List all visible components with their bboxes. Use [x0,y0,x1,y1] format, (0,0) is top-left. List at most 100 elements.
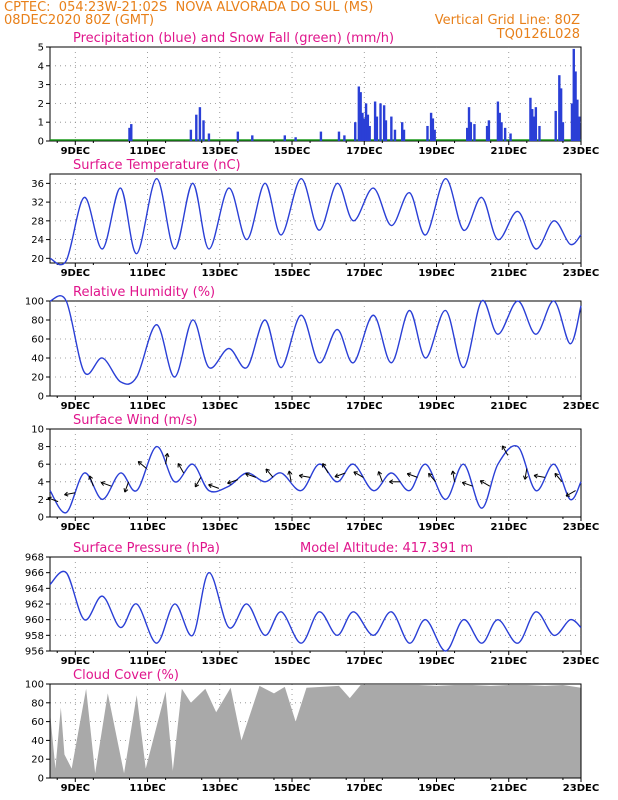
y-tick-label: 3 [38,80,44,91]
y-tick-label: 60 [31,717,44,728]
precip-bar [534,107,538,141]
y-tick-label: 60 [31,335,44,346]
precip-bar [529,97,532,141]
wind-arrow-head [389,479,394,483]
x-tick-label: 23DEC [563,401,599,412]
x-tick-label: 9DEC [61,268,90,279]
precip-bar [189,129,193,141]
wind-arrow-head [47,497,51,502]
precip-bar [559,88,563,141]
wind-arrow-head [208,484,212,489]
x-tick-label: 13DEC [202,656,238,667]
wind-arrow-head [461,482,466,486]
panel-frame [49,173,582,264]
wind-arrow-head [227,482,232,485]
y-tick-label: 28 [31,216,44,227]
panel-title: Cloud Cover (%) [73,668,179,683]
wind-arrow [89,475,94,487]
wind-arrow [124,481,130,493]
precip-bar [561,122,565,141]
wind-arrow-head [164,453,168,457]
wind-arrow [299,474,311,478]
y-tick-label: 2 [38,495,44,506]
precip-bar [283,135,286,141]
y-tick-label: 5 [38,43,44,54]
precip-bar [366,114,370,141]
wind-arrow [177,463,185,474]
wind-arrow [501,445,509,456]
x-tick-label: 21DEC [491,656,527,667]
wind-arrow-head [554,472,559,476]
precip-bar [466,127,469,141]
wind-arrow [565,490,576,497]
wind-arrow [480,480,491,487]
panel-title: Surface Pressure (hPa) [73,541,220,556]
wind-arrow [407,473,418,478]
x-tick-label: 17DEC [346,146,382,157]
precip-bar [503,127,507,141]
precip-bar [359,92,362,141]
panel-title: Surface Wind (m/s) [73,413,197,428]
precip-bar [574,71,577,141]
x-tick-label: 17DEC [346,522,382,533]
panel-title: Precipitation (blue) and Snow Fall (gree… [73,31,394,46]
wind-arrow [47,497,59,503]
x-tick-label: 15DEC [274,783,310,794]
x-tick-label: 9DEC [61,146,90,157]
wind-arrow [194,477,202,488]
wind-arrow [245,473,257,478]
header-line2-left: 08DEC2020 80Z (GMT) [4,13,155,28]
precip-bar [319,131,323,141]
x-tick-label: 19DEC [418,783,454,794]
precip-bar [393,129,397,141]
wind-arrow-head [533,475,538,479]
wind-arrow [533,474,545,478]
y-tick-label: 958 [25,631,44,642]
x-tick-label: 15DEC [274,268,310,279]
wind-arrow [265,468,274,478]
precip-bar [368,125,371,141]
precip-bar [354,122,357,141]
x-tick-label: 9DEC [61,401,90,412]
y-tick-label: 966 [25,568,44,579]
wind-arrow-head [322,463,327,466]
wind-arrow-head [298,475,303,479]
precip-bar [379,103,382,141]
wind-arrow-head [428,473,430,478]
x-tick-label: 13DEC [202,401,238,412]
y-tick-label: 0 [38,137,44,148]
precip-bar [467,107,471,141]
precip-bar [576,99,579,141]
precip-bar [532,116,536,141]
precip-bar [469,122,473,141]
y-tick-label: 960 [25,615,44,626]
wind-arrow-head [299,473,304,476]
x-tick-label: 17DEC [346,401,382,412]
wind-arrow [462,481,473,487]
wind-arrow-head [137,461,140,466]
x-tick-label: 19DEC [418,522,454,533]
wind-arrow-head [377,471,380,476]
header-line3-right: TQ0126L028 [496,27,580,42]
precip-bar [429,112,433,141]
precip-bar [382,105,386,141]
wind-arrow-head [265,468,270,471]
wind-arrow [378,471,383,482]
wind-arrow-head [208,483,213,486]
x-tick-label: 17DEC [346,783,382,794]
y-tick-label: 4 [38,61,44,72]
wind-arrow-head [64,494,69,497]
x-tick-label: 21DEC [491,522,527,533]
wind-arrow [165,453,168,465]
x-tick-label: 9DEC [61,656,90,667]
wind-arrow-head [64,491,68,496]
y-tick-label: 962 [25,600,44,611]
precip-bar [251,135,254,141]
wind-arrow-head [89,475,94,479]
precip-bar [473,124,476,141]
y-tick-label: 40 [31,354,44,365]
precip-bar [531,109,534,141]
series-line [49,177,582,266]
x-tick-label: 23DEC [563,783,599,794]
x-tick-label: 13DEC [202,268,238,279]
